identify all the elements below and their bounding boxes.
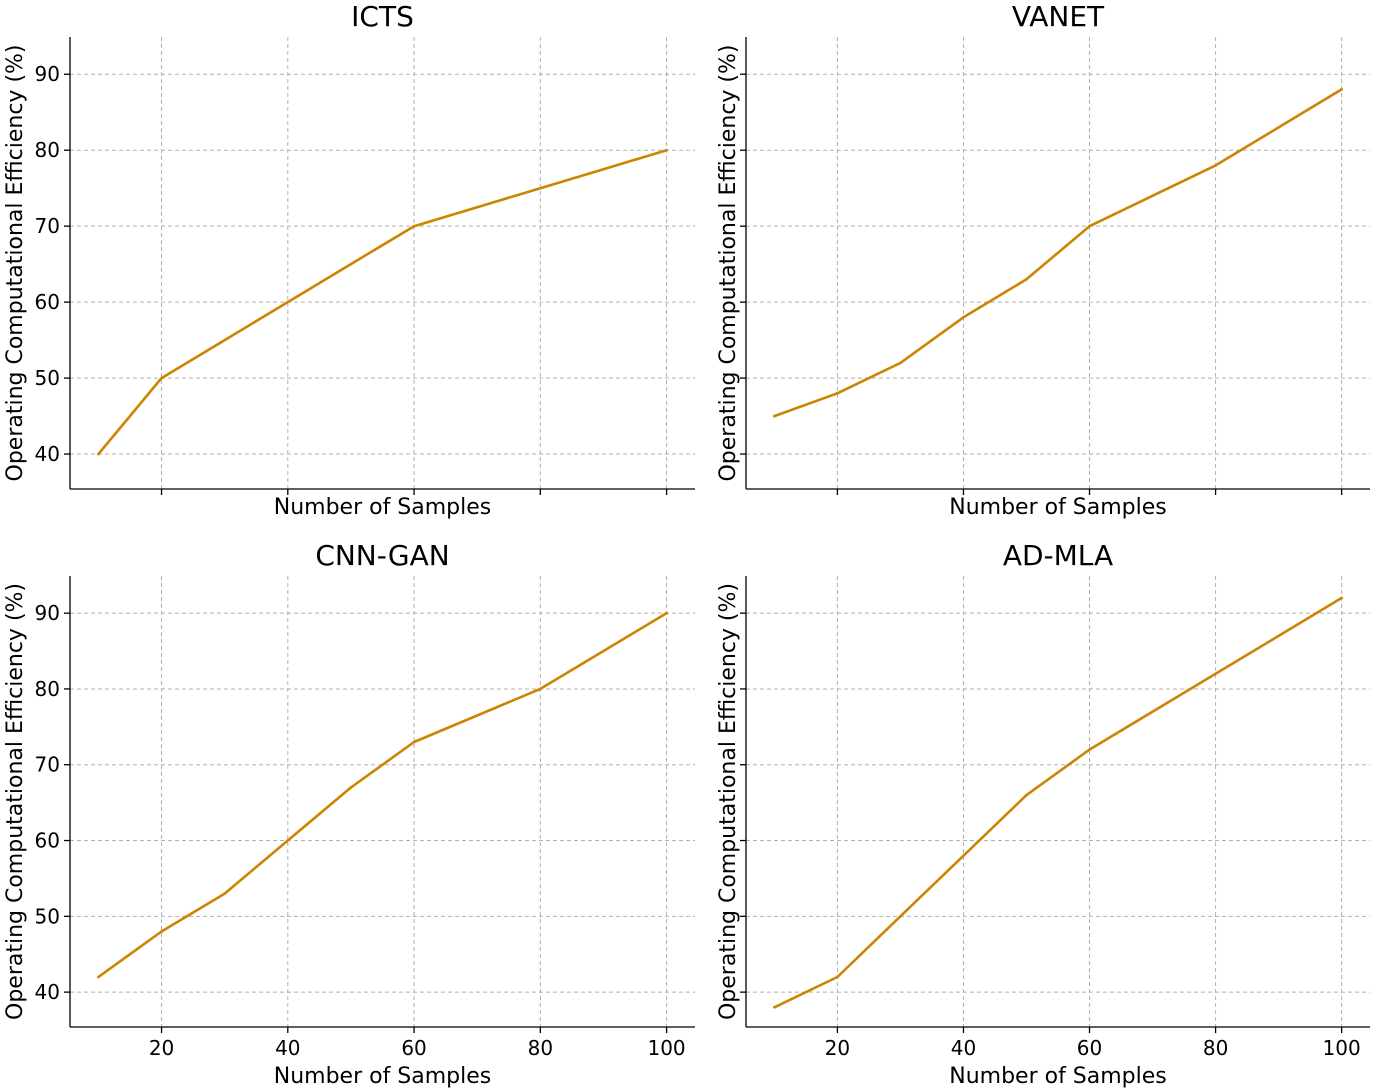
data-point [286,300,290,304]
data-point [223,892,226,895]
data-point [160,930,163,933]
data-point [475,714,479,717]
data-point [773,414,776,418]
chart-panel-1: 40 50 60 70 80 90 ICTS Number of Samples Operati… [3,0,695,520]
data-point [1277,634,1280,638]
data-point [1151,710,1154,713]
y-tick-label: 50 [35,904,60,928]
y-tick-label: 70 [35,214,60,238]
data-point [349,262,353,266]
y-axis-label: Operating Computational Efficiency (%) [3,583,28,1020]
x-tick-label: 60 [1077,1036,1102,1060]
y-axis-label: Operating Computational Efficiency (%) [716,44,741,481]
data-point [1340,88,1343,91]
x-axis-label: Number of Samples [274,1064,492,1089]
data-point [836,975,839,979]
series-line [773,88,1343,418]
y-axis-label: Operating Computational Efficiency (%) [716,583,741,1020]
data-point [1214,672,1217,676]
x-tick-label: 100 [1323,1036,1361,1060]
data-point [962,854,965,857]
data-point [475,205,479,209]
data-point [1340,596,1343,600]
y-tick-label: 70 [35,753,60,777]
data-point [962,316,965,319]
x-axis-label: Number of Samples [949,495,1167,520]
data-point [412,740,416,744]
chart-title: CNN-GAN [315,539,449,572]
data-point [1277,126,1280,129]
data-point [539,186,542,190]
data-point [1151,194,1154,198]
series-line [97,148,668,456]
x-tick-label: 40 [951,1036,976,1060]
series-line [773,596,1343,1009]
y-tick-label: 40 [35,980,60,1004]
data-point [773,1005,776,1009]
x-tick-label: 20 [149,1036,174,1060]
data-point [160,376,163,380]
data-point [1214,164,1217,167]
x-tick-label: 60 [401,1036,426,1060]
x-axis-label: Number of Samples [949,1064,1167,1089]
data-point [1025,278,1028,281]
data-point [97,452,100,456]
data-point [665,148,668,152]
y-tick-label: 60 [35,290,60,314]
series-line [97,611,668,979]
x-tick-label: 20 [825,1036,850,1060]
chart-panel-3: 20 40 60 80 100 40 50 60 70 80 90 CNN-GAN Number of … [3,539,695,1089]
x-tick-label: 100 [647,1036,685,1060]
chart-title: ICTS [351,0,414,33]
data-point [602,167,605,171]
data-point [899,361,902,365]
data-point [1088,224,1091,228]
y-tick-label: 40 [35,442,60,466]
y-tick-label: 60 [35,829,60,853]
y-tick-label: 90 [35,62,60,86]
y-tick-label: 80 [35,138,60,162]
x-tick-label: 80 [528,1036,553,1060]
data-point [349,786,353,789]
y-axis-label: Operating Computational Efficiency (%) [3,44,28,481]
data-point [286,839,290,842]
chart-panel-2: VANET Number of Samples Operating Computat… [716,0,1370,520]
data-point [1025,793,1028,797]
x-axis-label: Number of Samples [274,495,492,520]
chart-title: AD-MLA [1003,539,1113,572]
data-point [836,391,839,395]
data-point [412,224,416,228]
data-point [899,915,902,918]
y-tick-label: 80 [35,677,60,701]
data-point [602,649,605,653]
data-point [1088,748,1091,751]
chart-panel-4: 20 40 60 80 100 AD-MLA Number of Samples Operat… [716,539,1370,1089]
y-tick-label: 90 [35,601,60,625]
data-point [665,611,668,615]
y-tick-label: 50 [35,366,60,390]
x-tick-label: 40 [275,1036,300,1060]
chart-title: VANET [1012,0,1105,33]
x-tick-label: 80 [1203,1036,1228,1060]
data-point [223,338,226,342]
data-point [97,975,100,979]
data-point [539,687,542,691]
